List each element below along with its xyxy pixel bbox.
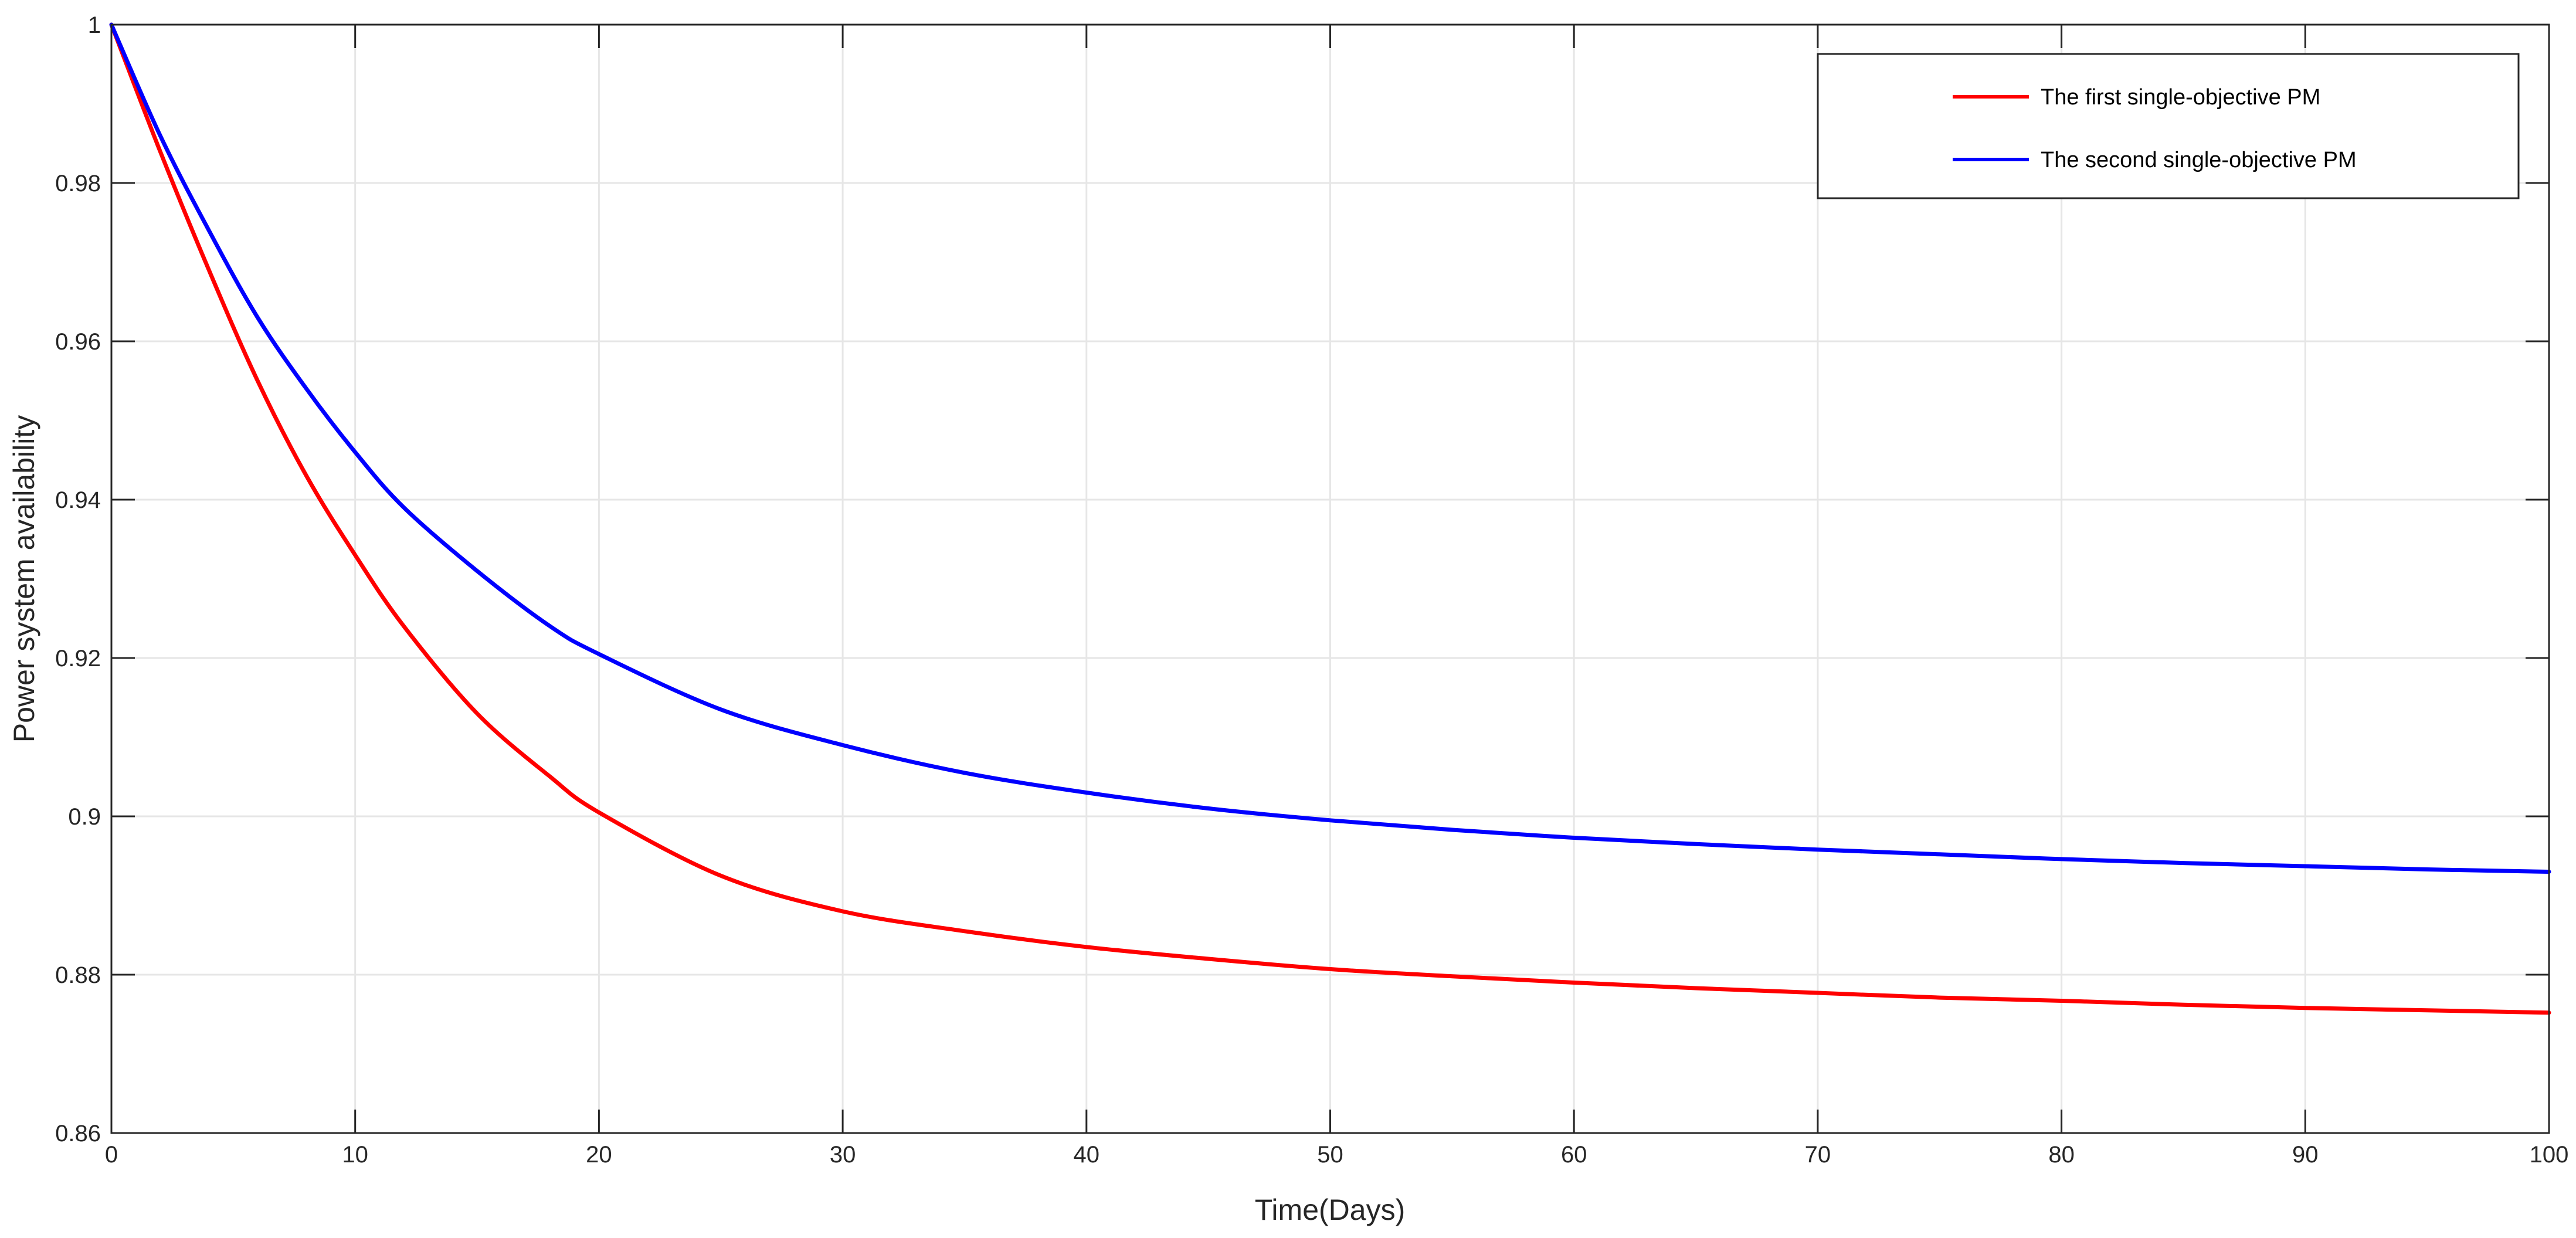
y-tick-label: 0.96 — [55, 329, 101, 355]
x-axis-label: Time(Days) — [1255, 1193, 1405, 1226]
series-line-2 — [109, 22, 2551, 874]
x-tick-label: 20 — [586, 1142, 612, 1168]
y-axis-label: Power system availability — [8, 415, 40, 743]
series-line-1 — [109, 22, 2551, 1015]
series-layer — [109, 22, 2551, 1015]
y-tick-label: 0.94 — [55, 487, 101, 513]
y-tick-label: 0.98 — [55, 171, 101, 196]
y-tick-label: 1 — [88, 12, 101, 38]
x-tick-label: 30 — [830, 1142, 856, 1168]
x-tick-label: 40 — [1074, 1142, 1100, 1168]
y-tick-label: 0.9 — [68, 804, 101, 830]
legend-box — [1817, 53, 2520, 199]
y-tick-label: 0.92 — [55, 646, 101, 671]
legend-label-series-2: The second single-objective PM — [2041, 148, 2357, 172]
x-tick-label: 10 — [342, 1142, 368, 1168]
legend-label-series-1: The first single-objective PM — [2041, 85, 2320, 110]
y-tick-label: 0.88 — [55, 962, 101, 988]
legend: The first single-objective PM The second… — [1817, 53, 2520, 199]
tick-labels: 0 10 20 30 40 50 60 70 80 90 100 0.86 0.88 0.9 0.92 0.9… — [55, 12, 2568, 1168]
axis-ticks — [110, 23, 2550, 1134]
x-tick-label: 60 — [1561, 1142, 1587, 1168]
x-tick-label: 0 — [105, 1142, 118, 1168]
x-tick-label: 100 — [2530, 1142, 2569, 1168]
x-tick-label: 80 — [2048, 1142, 2075, 1168]
y-tick-label: 0.86 — [55, 1121, 101, 1147]
x-tick-label: 50 — [1317, 1142, 1343, 1168]
x-tick-label: 90 — [2292, 1142, 2319, 1168]
grid-lines — [111, 25, 2549, 1133]
x-tick-label: 70 — [1805, 1142, 1831, 1168]
